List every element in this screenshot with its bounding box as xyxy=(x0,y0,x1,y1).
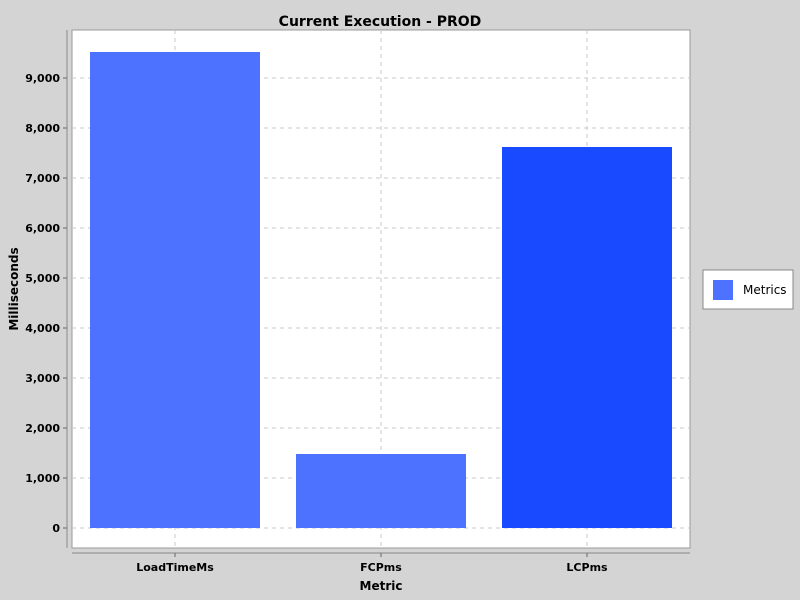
x-axis-label: Metric xyxy=(360,579,403,593)
bars xyxy=(90,52,672,528)
y-axis-label: Milliseconds xyxy=(7,247,21,330)
x-tick-label: FCPms xyxy=(360,561,402,574)
y-tick-label: 1,000 xyxy=(25,472,60,485)
y-tick-label: 3,000 xyxy=(25,372,60,385)
bar-fcpms xyxy=(296,454,466,528)
y-axis: 0 1,000 2,000 3,000 4,000 5,000 6,000 7,000 8,00… xyxy=(25,30,68,548)
bar-lcpms xyxy=(502,147,672,528)
legend-swatch xyxy=(713,280,733,300)
y-tick-label: 9,000 xyxy=(25,72,60,85)
bar-loadtimems xyxy=(90,52,260,528)
y-tick-label: 4,000 xyxy=(25,322,60,335)
y-tick-label: 2,000 xyxy=(25,422,60,435)
y-tick-label: 6,000 xyxy=(25,222,60,235)
x-tick-label: LCPms xyxy=(566,561,608,574)
x-tick-label: LoadTimeMs xyxy=(136,561,214,574)
y-tick-label: 8,000 xyxy=(25,122,60,135)
legend-label: Metrics xyxy=(743,283,787,297)
y-tick-label: 7,000 xyxy=(25,172,60,185)
legend: Metrics xyxy=(702,269,794,310)
chart-title: Current Execution - PROD xyxy=(279,14,482,30)
y-tick-label: 5,000 xyxy=(25,272,60,285)
y-tick-label: 0 xyxy=(52,522,60,535)
x-axis: LoadTimeMs FCPms LCPms xyxy=(72,552,690,574)
